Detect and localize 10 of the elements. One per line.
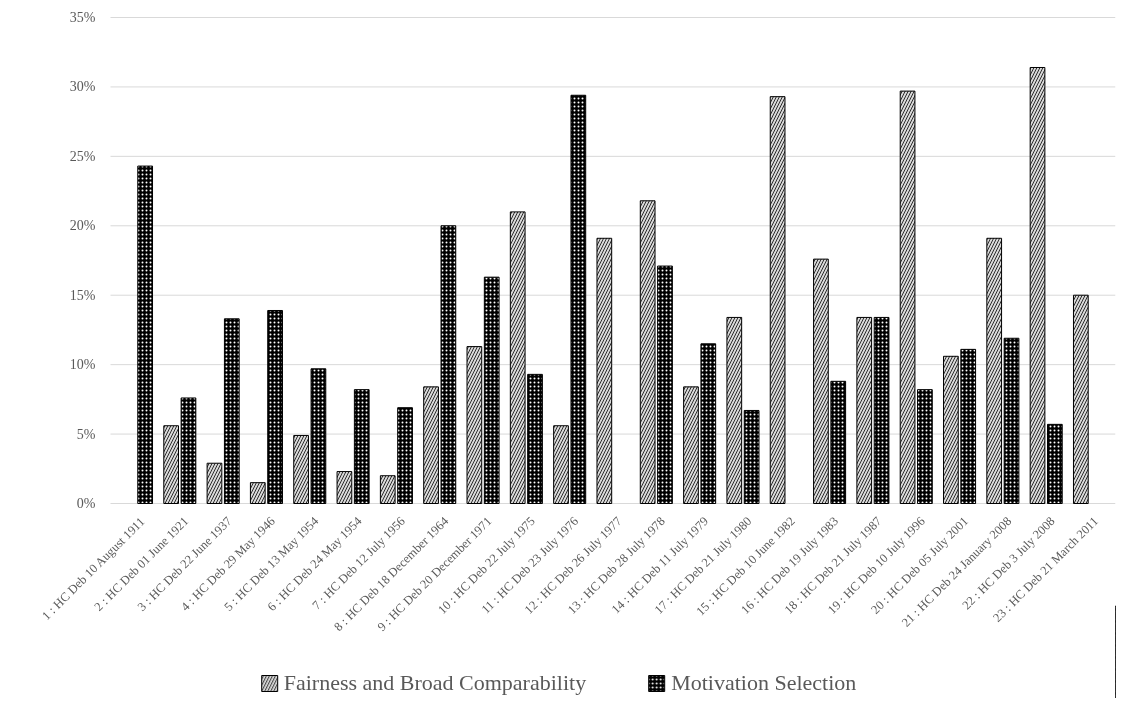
y-tick-label: 15% [69, 287, 96, 303]
y-tick-label: 25% [69, 148, 96, 164]
y-tick-label: 0% [76, 496, 96, 511]
legend-label: Fairness and Broad Comparability [283, 670, 587, 696]
y-tick-label: 20% [69, 218, 96, 234]
y-tick-label: 10% [69, 357, 96, 373]
legend-label: Motivation Selection [671, 670, 857, 696]
y-tick-label: 30% [69, 79, 96, 95]
y-tick-label: 35% [69, 10, 96, 25]
y-tick-label: 5% [76, 426, 96, 442]
